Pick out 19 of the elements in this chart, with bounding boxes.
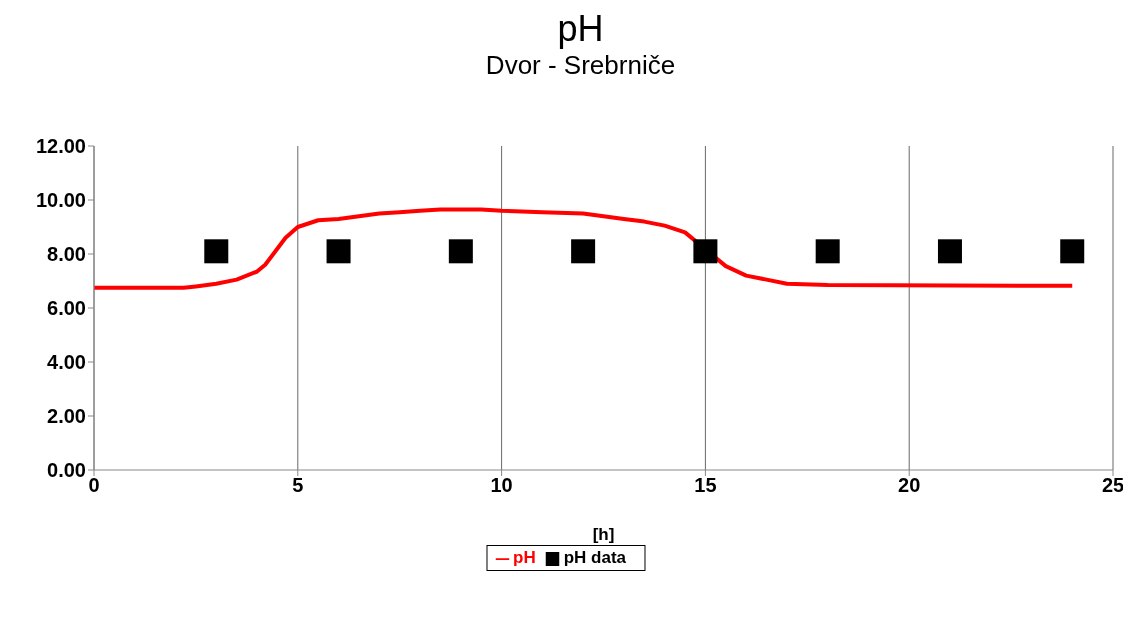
x-tick-label: 15 [694,474,717,497]
x-tick-label: 10 [490,474,513,497]
y-tick-label: 10.00 [35,189,86,212]
x-tick-label: 5 [292,474,304,497]
line-series [94,207,1075,290]
chart-title: pH [556,8,605,50]
chart-subtitle: Dvor - Srebrniče [484,50,677,81]
x-tick-label: 20 [898,474,921,497]
y-tick-label: 8.00 [47,243,86,266]
y-tick-label: 6.00 [47,297,86,320]
x-axis-title: [h] [592,525,615,544]
y-tick-label: 12.00 [35,135,86,158]
legend-label: pH data [563,548,627,567]
y-tick-label: 4.00 [47,351,86,374]
x-tick-label: 25 [1101,474,1125,497]
y-tick-label: 2.00 [47,405,86,428]
x-tick-label: 0 [88,474,100,497]
legend-label: pH [512,548,536,567]
y-tick-label: 0.00 [47,459,86,482]
